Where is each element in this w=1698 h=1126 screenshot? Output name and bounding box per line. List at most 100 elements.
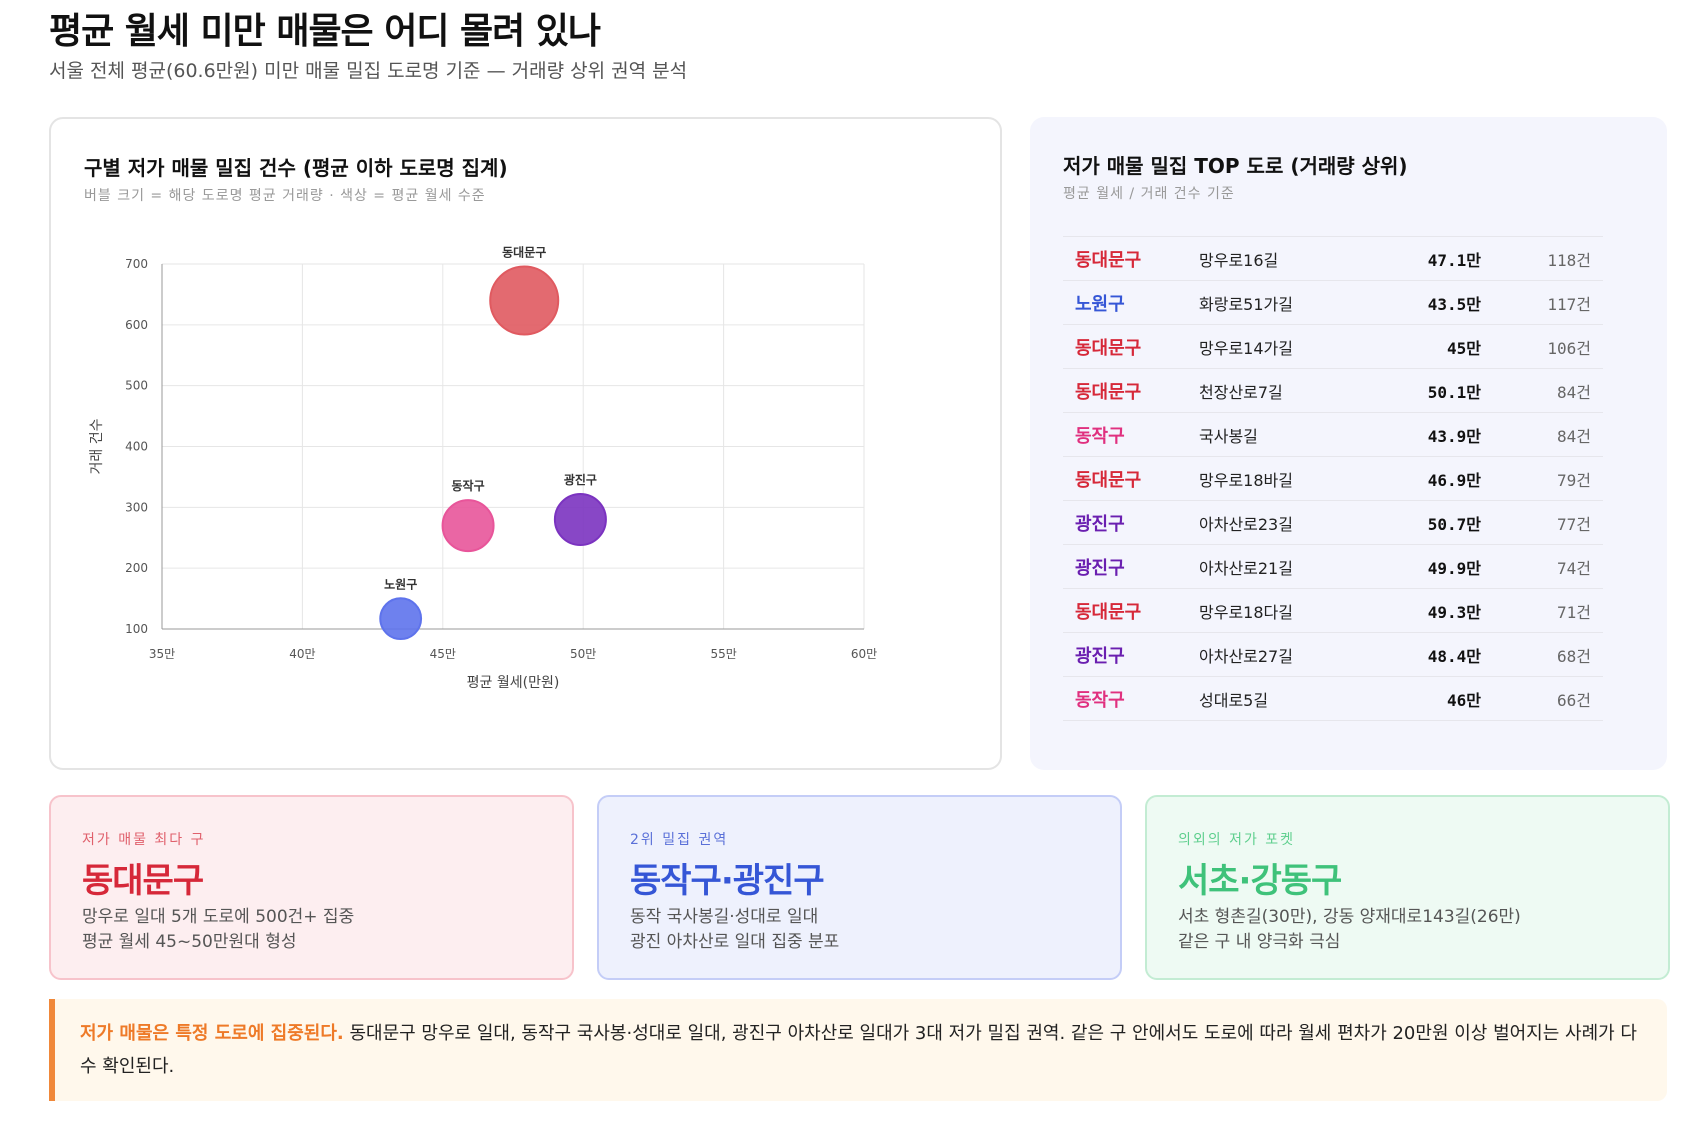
table-rows: 동대문구망우로동대문구망우로16길47.1만118건노원구화랑로51가길43.5…	[1063, 227, 1603, 721]
row-gu: 동작구	[1075, 425, 1125, 447]
stat-value: 서초·강동구	[1178, 861, 1342, 901]
row-gu: 노원구	[1075, 293, 1125, 315]
row-count: 71건	[1557, 602, 1591, 622]
x-tick-label: 45만	[430, 647, 456, 661]
row-count: 84건	[1557, 382, 1591, 402]
row-gu: 동대문구	[1075, 469, 1142, 491]
row-road: 아차산로27길	[1199, 646, 1293, 666]
stat-desc-line: 서초 형촌길(30만), 강동 양재대로143길(26만)	[1178, 907, 1521, 927]
bubble-point	[441, 499, 495, 553]
bubble-point	[489, 265, 560, 336]
row-road: 망우로14가길	[1199, 338, 1293, 358]
x-tick-label: 60만	[851, 647, 877, 661]
y-tick-label: 400	[125, 440, 148, 454]
page-title: 평균 월세 미만 매물은 어디 몰려 있나	[49, 11, 601, 52]
page-subtitle: 서울 전체 평균(60.6만원) 미만 매물 밀집 도로명 기준 — 거래량 상…	[49, 60, 688, 82]
row-count: 117건	[1547, 294, 1591, 314]
row-road: 아차산로21길	[1199, 558, 1293, 578]
row-rent: 50.7만	[1427, 514, 1481, 534]
row-gu: 동작구	[1075, 689, 1125, 711]
bubble-label: 동작구	[452, 478, 485, 493]
bubble-point	[379, 597, 423, 641]
row-road: 아차산로23길	[1199, 514, 1293, 534]
table-row: 동대문구 망우로18다길 49.3만 71건	[1063, 589, 1603, 633]
y-tick-label: 300	[125, 500, 148, 514]
table-title: 저가 매물 밀집 TOP 도로 (거래량 상위)	[1063, 154, 1408, 178]
x-tick-label: 40만	[289, 647, 315, 661]
bubble-chart: 100 200 300 400 500 600 700 35만 40만 45만 50만 55만 60만평…	[89, 246, 877, 692]
top-roads-list[interactable]: 동대문구망우로동대문구망우로16길47.1만118건노원구화랑로51가길43.5…	[1063, 227, 1633, 737]
stat-eyebrow: 의외의 저가 포켓	[1178, 832, 1296, 848]
table-row: 동대문구 망우로14가길 45만 106건	[1063, 325, 1603, 369]
row-rent: 50.1만	[1427, 382, 1481, 402]
row-road: 망우로16길	[1199, 250, 1279, 270]
stat-card-top-gu: 저가 매물 최다 구 동대문구 망우로 일대 5개 도로에 500건+ 집중 평…	[49, 795, 574, 980]
row-rent: 46.9만	[1427, 470, 1481, 490]
chart-title: 구별 저가 매물 밀집 건수 (평균 이하 도로명 집계)	[84, 156, 508, 180]
y-tick-label: 100	[125, 622, 148, 636]
row-gu: 광진구	[1075, 513, 1125, 535]
row-rent: 43.9만	[1427, 426, 1481, 446]
stat-value: 동작구·광진구	[630, 861, 825, 901]
x-axis-label: 평균 월세(만원)	[467, 675, 560, 691]
row-count: 74건	[1557, 558, 1591, 578]
row-road: 성대로5길	[1199, 690, 1269, 710]
table-row: 동대문구 망우로16길 47.1만 118건	[1063, 237, 1603, 281]
y-tick-label: 600	[125, 318, 148, 332]
y-tick-label: 500	[125, 379, 148, 393]
bubble-point	[553, 493, 607, 546]
bubble-label: 광진구	[564, 472, 597, 487]
y-axis-label: 거래 건수	[89, 418, 105, 474]
row-rent: 49.3만	[1427, 602, 1481, 622]
bubble-chart-card: 구별 저가 매물 밀집 건수 (평균 이하 도로명 집계) 버블 크기 = 해당…	[49, 117, 1002, 770]
stat-card-second-cluster: 2위 밀집 권역 동작구·광진구 동작 국사봉길·성대로 일대 광진 아차산로 …	[597, 795, 1122, 980]
callout-text: 저가 매물은 특정 도로에 집중된다. 동대문구 망우로 일대, 동작구 국사봉…	[80, 1017, 1650, 1083]
row-gu: 동대문구	[1075, 337, 1142, 359]
callout-body: 동대문구 망우로 일대, 동작구 국사봉·성대로 일대, 광진구 아차산로 일대…	[80, 1023, 1637, 1077]
row-rent: 49.9만	[1427, 558, 1481, 578]
row-gu: 동대문구	[1075, 601, 1142, 623]
row-count: 84건	[1557, 426, 1591, 446]
row-rent: 45만	[1447, 338, 1481, 358]
stat-desc-line: 평균 월세 45~50만원대 형성	[82, 932, 297, 952]
bubble-label: 노원구	[384, 577, 417, 591]
table-note: 평균 월세 / 거래 건수 기준	[1063, 186, 1235, 202]
table-row: 동작구 국사봉길 43.9만 84건	[1063, 413, 1603, 457]
row-count: 106건	[1547, 338, 1591, 358]
row-gu: 동대문구	[1075, 249, 1142, 271]
stat-card-unexpected-pocket: 의외의 저가 포켓 서초·강동구 서초 형촌길(30만), 강동 양재대로143…	[1145, 795, 1670, 980]
row-road: 화랑로51가길	[1199, 294, 1293, 314]
table-row: 광진구 아차산로27길 48.4만 68건	[1063, 633, 1603, 677]
y-tick-label: 200	[125, 561, 148, 575]
stat-desc-line: 같은 구 내 양극화 극심	[1178, 932, 1341, 952]
row-gu: 광진구	[1075, 645, 1125, 667]
insight-callout: 저가 매물은 특정 도로에 집중된다. 동대문구 망우로 일대, 동작구 국사봉…	[49, 999, 1667, 1101]
y-tick-label: 700	[125, 257, 148, 271]
table-row: 동대문구 망우로18바길 46.9만 79건	[1063, 457, 1603, 501]
row-gu: 동대문구	[1063, 227, 1199, 228]
table-row: 광진구 아차산로21길 49.9만 74건	[1063, 545, 1603, 589]
stat-desc-line: 광진 아차산로 일대 집중 분포	[630, 932, 840, 952]
row-rent: 46만	[1447, 690, 1481, 710]
stat-value: 동대문구	[82, 861, 204, 901]
table-row: 동작구 성대로5길 46만 66건	[1063, 677, 1603, 721]
table-row: 노원구 화랑로51가길 43.5만 117건	[1063, 281, 1603, 325]
bubble-label: 동대문구	[502, 246, 546, 260]
stat-desc-line: 동작 국사봉길·성대로 일대	[630, 907, 819, 927]
row-rent: 43.5만	[1427, 294, 1481, 314]
x-tick-label: 35만	[149, 647, 175, 661]
row-count: 79건	[1557, 470, 1591, 490]
row-road: 천장산로7길	[1199, 382, 1283, 402]
x-tick-label: 55만	[710, 647, 736, 661]
row-count: 77건	[1557, 514, 1591, 534]
stat-desc-line: 망우로 일대 5개 도로에 500건+ 집중	[82, 907, 355, 927]
row-count: 66건	[1557, 690, 1591, 710]
table-row: 광진구 아차산로23길 50.7만 77건	[1063, 501, 1603, 545]
row-count: 68건	[1557, 646, 1591, 666]
row-road: 망우로18바길	[1199, 470, 1293, 490]
row-count: 118건	[1547, 250, 1591, 270]
callout-highlight: 저가 매물은 특정 도로에 집중된다.	[80, 1023, 344, 1044]
x-tick-label: 50만	[570, 647, 596, 661]
row-gu: 동대문구	[1075, 381, 1142, 403]
